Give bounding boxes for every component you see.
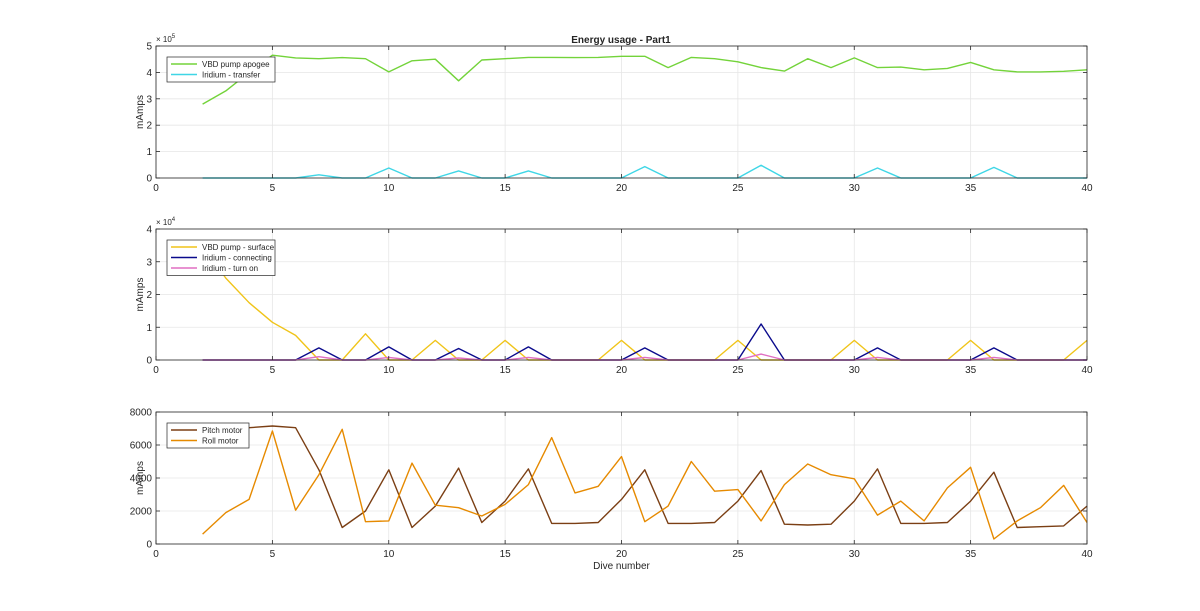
y-exponent-base: × 10	[156, 218, 172, 227]
legend-label-1: Roll motor	[202, 437, 239, 446]
y-tick-label: 4	[146, 225, 152, 236]
x-tick-label: 40	[1081, 183, 1093, 194]
y-tick-label: 0	[146, 356, 152, 367]
x-tick-label: 10	[383, 549, 395, 560]
y-axis-title: mAmps	[135, 95, 146, 129]
figure-title: Energy usage - Part1	[571, 35, 671, 46]
y-tick-label: 0	[146, 540, 152, 551]
x-tick-label: 15	[500, 183, 512, 194]
x-tick-label: 15	[500, 365, 512, 376]
legend-label-0: VBD pump apogee	[202, 60, 270, 69]
x-tick-label: 25	[732, 549, 744, 560]
y-axis-title: mAmps	[135, 278, 146, 312]
y-tick-label: 0	[146, 174, 152, 185]
y-tick-label: 1	[146, 147, 152, 158]
y-exponent-power: 4	[172, 217, 176, 223]
x-tick-label: 0	[153, 183, 159, 194]
y-exponent-base: × 10	[156, 35, 172, 44]
series-line-0	[202, 425, 1088, 529]
x-tick-label: 40	[1081, 365, 1093, 376]
x-tick-label: 5	[270, 549, 276, 560]
x-tick-label: 30	[849, 549, 861, 560]
x-tick-label: 35	[965, 549, 977, 560]
legend-label-2: Iridium - turn on	[202, 264, 258, 273]
y-axis-title: mAmps	[135, 461, 146, 495]
x-tick-label: 10	[383, 365, 395, 376]
legend-label-1: Iridium - connecting	[202, 254, 272, 263]
panel-pitch-roll-motors: 0 5 10 15 20 25 30 35 40 0 2000 4000 6000 8000 mAmps Di…	[130, 408, 1093, 573]
series-line-1	[202, 428, 1088, 540]
x-tick-label: 0	[153, 365, 159, 376]
x-tick-label: 10	[383, 183, 395, 194]
legend-label-1: Iridium - transfer	[202, 71, 261, 80]
y-tick-label: 4000	[130, 474, 153, 485]
legend-label-0: Pitch motor	[202, 426, 243, 435]
x-tick-label: 15	[500, 549, 512, 560]
y-exponent-label: × 104	[156, 217, 176, 227]
y-tick-label: 2	[146, 121, 152, 132]
x-tick-label: 30	[849, 183, 861, 194]
x-tick-label: 25	[732, 365, 744, 376]
x-tick-label: 5	[270, 365, 276, 376]
y-tick-label: 3	[146, 94, 152, 105]
y-tick-label: 6000	[130, 441, 153, 452]
y-exponent-power: 5	[172, 34, 176, 40]
x-tick-label: 40	[1081, 549, 1093, 560]
legend-box	[166, 56, 276, 83]
x-axis-title: Dive number	[593, 561, 650, 572]
x-tick-label: 30	[849, 365, 861, 376]
x-tick-label: 5	[270, 183, 276, 194]
y-tick-label: 2	[146, 290, 152, 301]
x-tick-label: 20	[616, 183, 628, 194]
y-tick-label: 8000	[130, 408, 153, 419]
x-tick-label: 25	[732, 183, 744, 194]
x-tick-label: 0	[153, 549, 159, 560]
x-tick-label: 35	[965, 365, 977, 376]
y-exponent-label: × 105	[156, 34, 176, 44]
legend-box	[166, 422, 250, 449]
legend-label-0: VBD pump - surface	[202, 243, 275, 252]
y-tick-label: 3	[146, 257, 152, 268]
x-tick-label: 20	[616, 549, 628, 560]
series-line-0	[202, 54, 1088, 105]
y-tick-label: 2000	[130, 507, 153, 518]
x-tick-label: 20	[616, 365, 628, 376]
x-tick-label: 35	[965, 183, 977, 194]
y-tick-label: 4	[146, 68, 152, 79]
y-tick-label: 1	[146, 323, 152, 334]
y-tick-label: 5	[146, 42, 152, 53]
